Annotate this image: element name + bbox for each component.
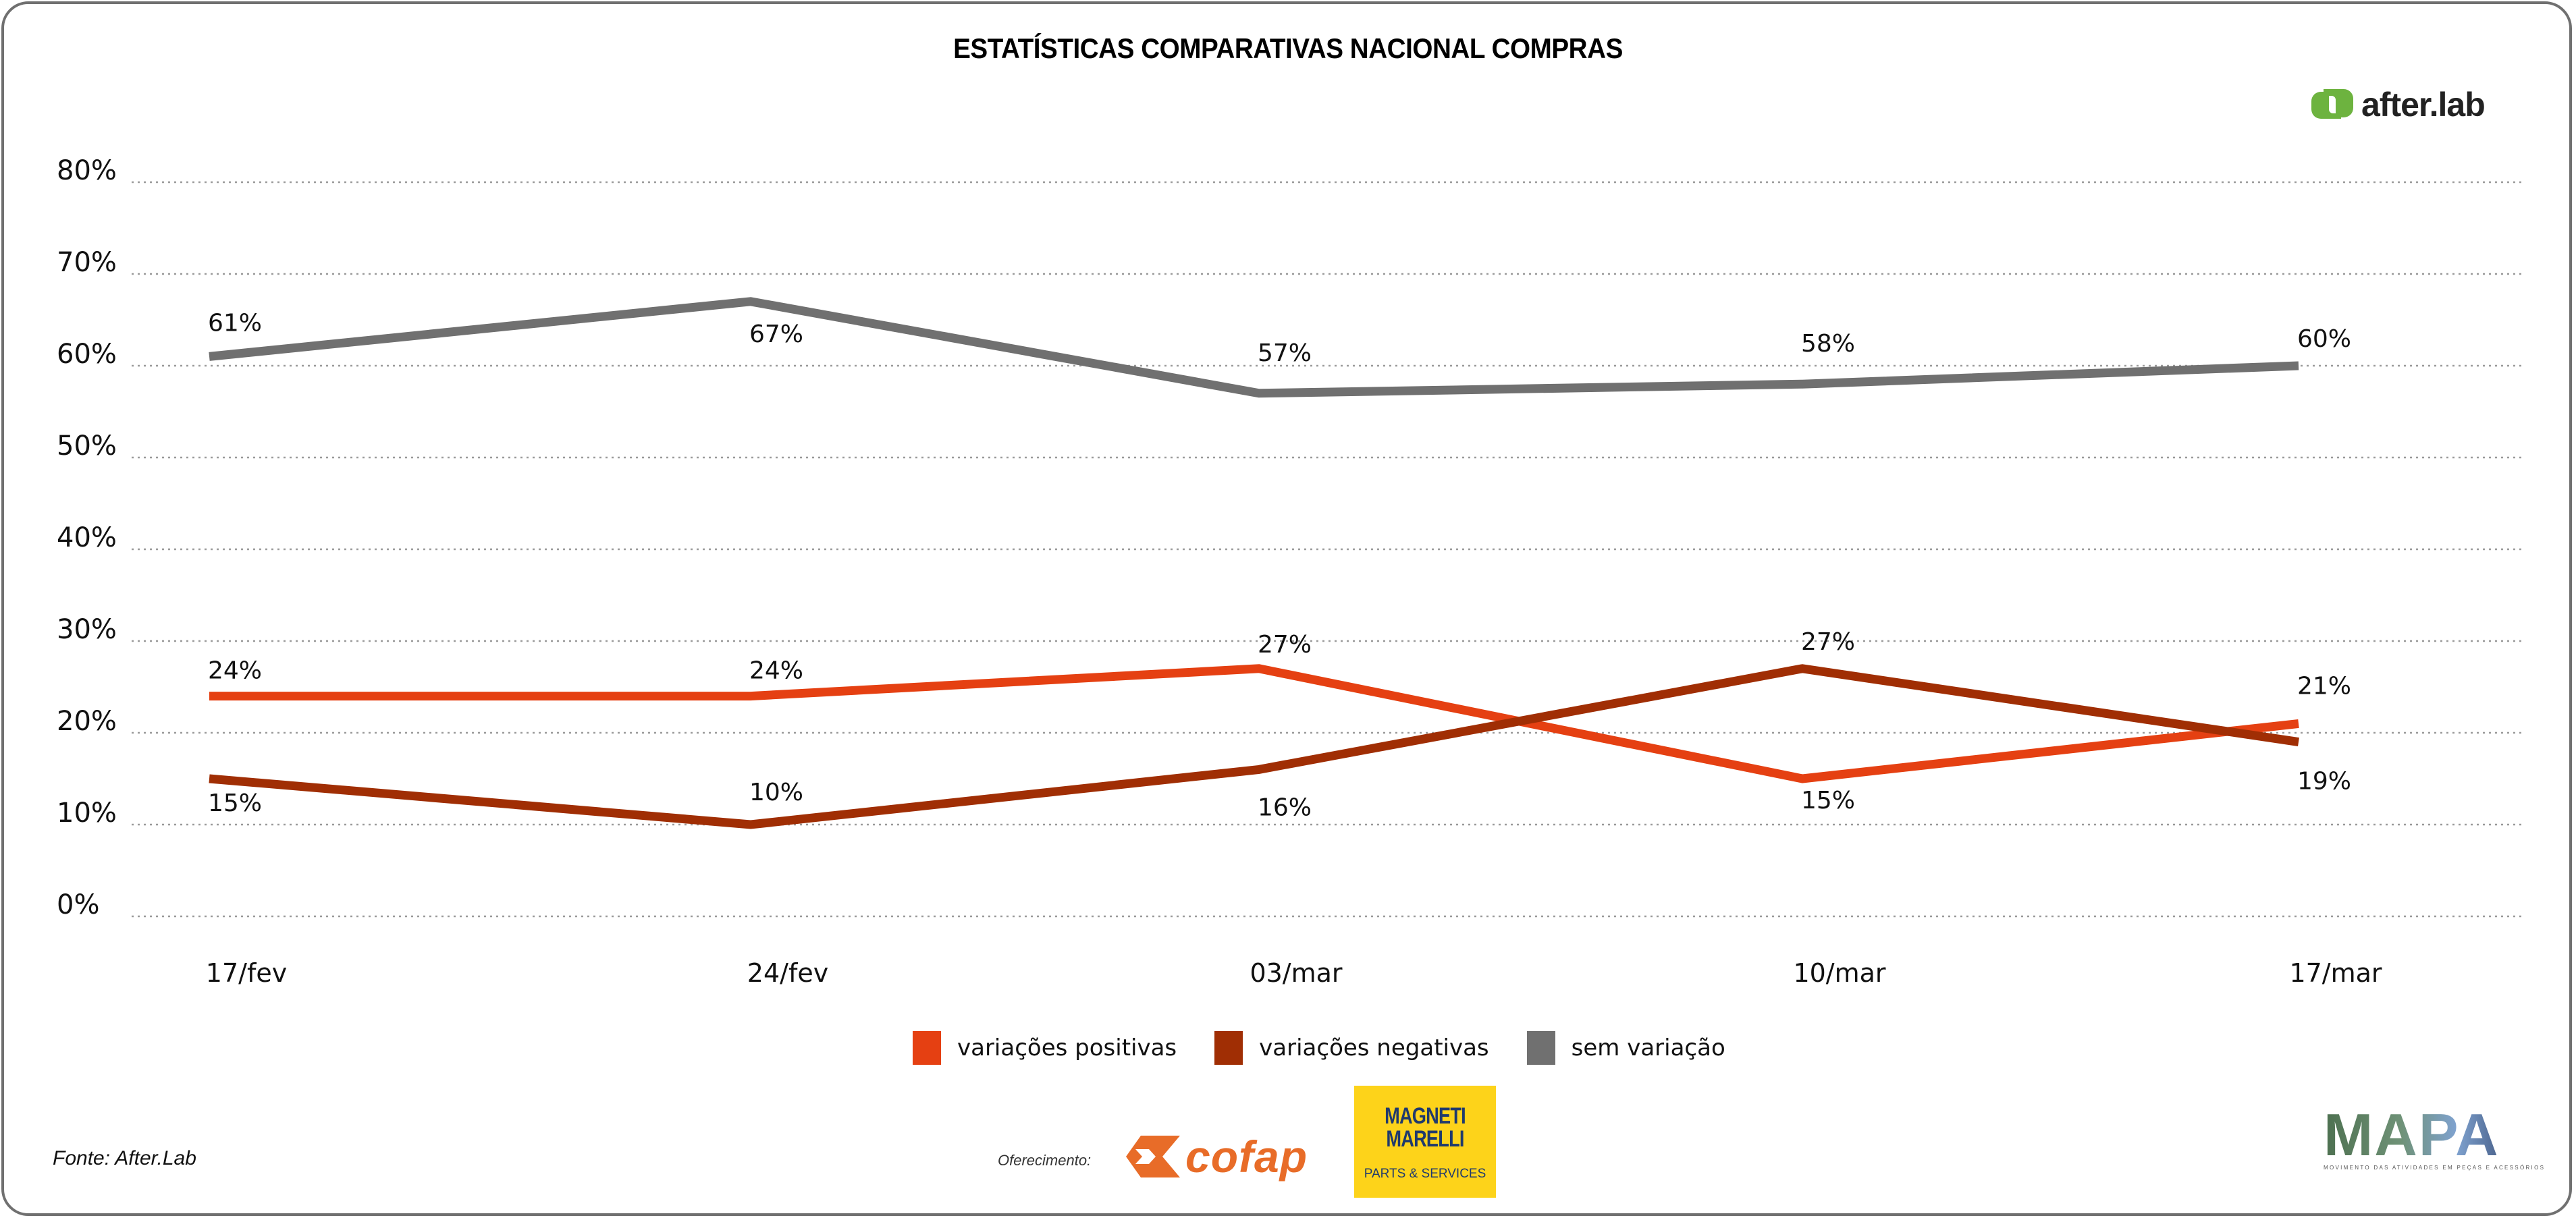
magneti-marelli-subtitle: PARTS & SERVICES (1364, 1167, 1486, 1181)
mapa-logo: MAPA MOVIMENTO DAS ATIVIDADES EM PEÇAS E… (2324, 1105, 2546, 1171)
data-label: 27% (1801, 628, 1855, 656)
y-tick-label: 70% (57, 247, 117, 278)
data-label: 10% (749, 779, 803, 806)
sponsor-label: Oferecimento: (998, 1152, 1092, 1169)
afterlab-logo-text: after.lab (2361, 86, 2486, 123)
legend-label: variações negativas (1259, 1034, 1489, 1061)
data-label: 15% (1801, 787, 1855, 814)
y-tick-label: 10% (57, 798, 117, 829)
data-label: 57% (1258, 339, 1312, 367)
data-label: 15% (208, 789, 262, 817)
mapa-logo-text: MAPA (2324, 1105, 2545, 1165)
cofap-logo-text: cofap (1185, 1132, 1308, 1182)
magneti-marelli-brand: MAGNETI MARELLI (1368, 1105, 1482, 1150)
legend-swatch (913, 1031, 941, 1065)
cofap-logo: cofap (1126, 1131, 1308, 1182)
legend-item: sem variação (1526, 1031, 1725, 1065)
magneti-marelli-logo: MAGNETI MARELLI PARTS & SERVICES (1354, 1086, 1496, 1198)
series-line-2 (209, 297, 2299, 398)
data-label: 60% (2297, 325, 2351, 353)
y-tick-label: 20% (57, 706, 117, 737)
source-note: Fonte: After.Lab (53, 1147, 196, 1169)
y-tick-label: 40% (57, 522, 117, 553)
data-label: 27% (1258, 631, 1312, 659)
data-label: 67% (749, 321, 803, 348)
cofap-logo-icon (1126, 1136, 1180, 1177)
x-tick-label: 03/mar (1250, 958, 1342, 988)
y-tick-label: 0% (57, 889, 99, 920)
y-tick-label: 50% (57, 431, 117, 462)
mapa-logo-subtitle: MOVIMENTO DAS ATIVIDADES EM PEÇAS E ACES… (2324, 1165, 2546, 1171)
data-label: 24% (208, 657, 262, 685)
data-label: 19% (2297, 768, 2351, 796)
legend-swatch (1526, 1031, 1555, 1065)
data-label: 24% (749, 657, 803, 685)
x-tick-label: 24/fev (747, 958, 828, 988)
x-tick-label: 17/fev (206, 958, 287, 988)
y-tick-label: 60% (57, 339, 117, 370)
x-tick-label: 17/mar (2289, 958, 2382, 988)
legend-label: sem variação (1571, 1034, 1725, 1061)
magneti-text: MAGNETI (1385, 1103, 1466, 1129)
legend-item: variações positivas (913, 1031, 1177, 1065)
legend-swatch (1214, 1031, 1243, 1065)
y-tick-label: 30% (57, 614, 117, 645)
marelli-text: MARELLI (1386, 1126, 1464, 1152)
chart-title: ESTATÍSTICAS COMPARATIVAS NACIONAL COMPR… (953, 32, 1623, 64)
series-line-0 (209, 664, 2299, 783)
data-label: 16% (1258, 794, 1312, 821)
y-tick-label: 80% (57, 155, 117, 186)
data-label: 21% (2297, 672, 2351, 700)
line-chart: 0% 10% 20% 30% 40% 50% 60% 70% 80% 17/fev 24/fev 03… (57, 155, 2521, 988)
chart-legend: variações positivas variações negativas se… (913, 1031, 1763, 1065)
data-label: 61% (208, 309, 262, 337)
afterlab-logo-icon (2311, 89, 2353, 119)
x-tick-label: 10/mar (1793, 958, 1885, 988)
afterlab-logo: after.lab (2309, 85, 2486, 124)
legend-item: variações negativas (1214, 1031, 1489, 1065)
data-label: 58% (1801, 330, 1855, 358)
legend-label: variações positivas (957, 1034, 1177, 1061)
